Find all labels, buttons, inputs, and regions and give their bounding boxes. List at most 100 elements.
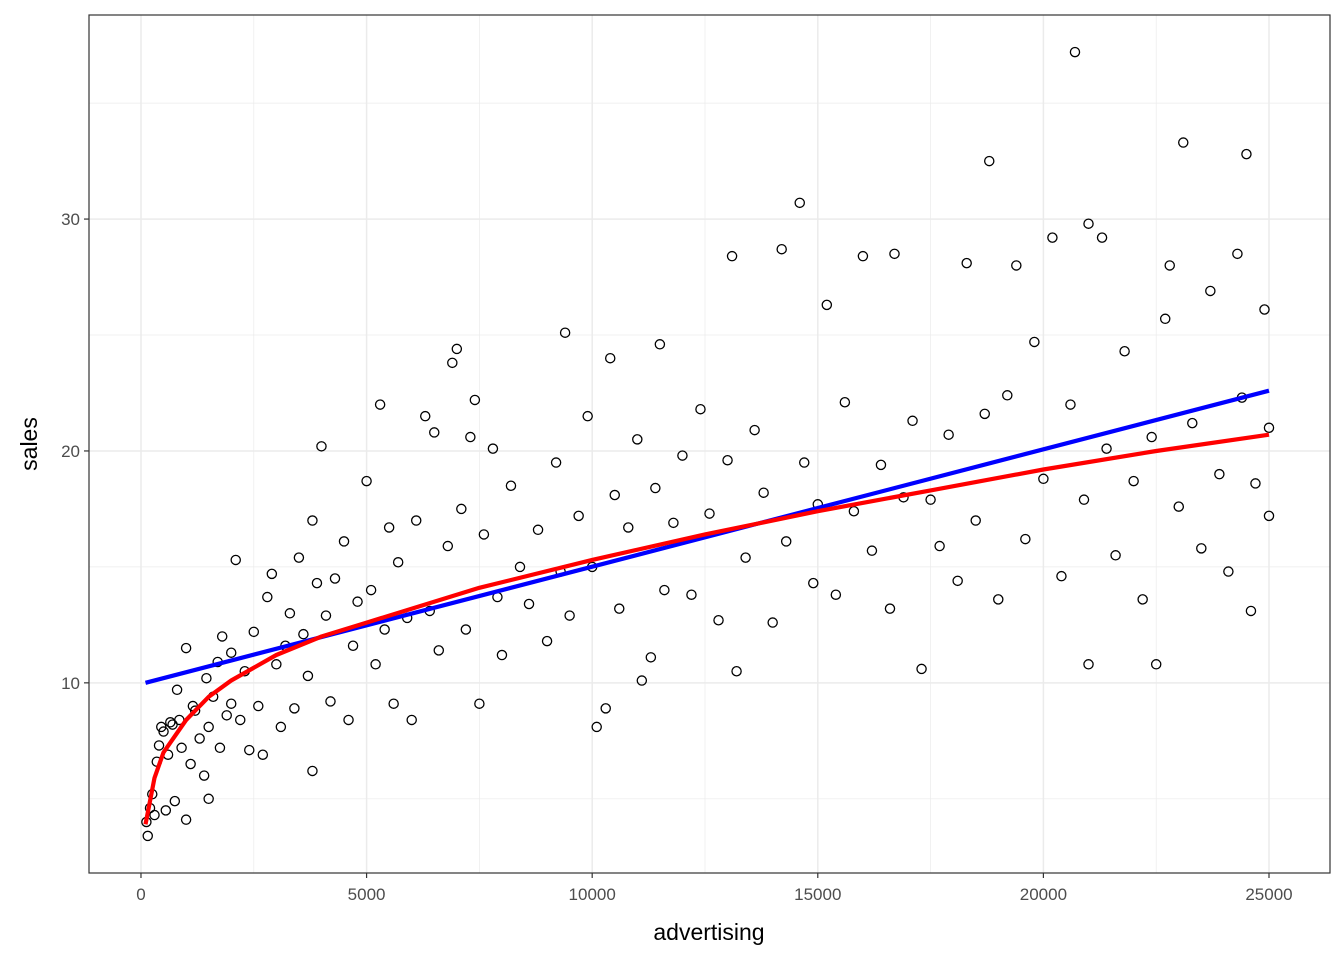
data-point [952,575,963,587]
data-point [541,635,553,647]
y-tick-label: 30 [61,210,80,229]
data-point [925,494,936,505]
data-point [1146,431,1157,443]
data-point [383,522,395,533]
x-tick-label: 20000 [1020,885,1067,904]
data-point [271,659,282,670]
data-point [1223,566,1234,577]
data-point [1164,260,1175,271]
data-point [234,714,246,726]
log-fit-line [143,432,1270,825]
data-point [307,515,318,526]
data-point [979,408,990,420]
x-tick-label: 0 [136,885,145,904]
data-point [487,443,499,454]
data-point [176,742,187,754]
data-point [758,487,769,498]
data-point [216,631,228,642]
data-point [532,524,544,536]
data-point [289,703,300,714]
data-point [1078,494,1090,505]
data-point [456,503,467,515]
data-point [343,714,354,726]
data-point [198,770,210,781]
data-point [726,250,738,262]
data-point [370,659,381,670]
data-point [167,719,178,730]
data-point [284,608,296,619]
data-point [275,721,287,733]
data-point [600,703,611,714]
data-point [203,721,214,733]
data-point [447,357,458,369]
panel-border [88,14,1331,874]
data-point [749,424,760,436]
data-point [1029,336,1040,348]
data-point [740,552,751,563]
x-tick-label: 15000 [794,885,841,904]
data-point [1096,232,1108,243]
data-point [704,508,715,519]
grid [89,15,1330,873]
data-point [365,584,377,596]
data-point [993,594,1004,605]
fit-lines [143,388,1270,825]
data-point [645,652,657,663]
data-point [293,552,305,563]
data-point [1002,390,1013,401]
data-point [352,596,363,607]
data-point [253,700,264,712]
x-tick-label: 5000 [348,885,386,904]
data-point [225,698,237,709]
data-point [623,522,634,533]
data-point [1083,659,1094,670]
data-point [298,628,309,640]
data-point [961,257,972,269]
x-tick-label: 25000 [1245,885,1292,904]
data-point [329,573,341,584]
points [141,46,1275,842]
data-point [248,626,260,638]
data-point [591,721,602,733]
data-point [654,339,666,350]
data-point [465,431,476,443]
data-point [302,670,314,682]
data-point [171,684,183,696]
data-point [325,696,336,707]
data-point [1150,659,1162,670]
data-point [1119,345,1130,357]
data-point [230,554,241,566]
data-point [857,250,869,262]
data-point [1056,570,1067,582]
data-point [776,243,787,255]
data-point [1173,501,1185,512]
data-point [244,744,255,756]
data-point [388,698,399,709]
data-point [1241,148,1252,160]
data-point [406,714,417,726]
data-point [713,614,724,626]
data-point [307,765,318,777]
data-point [550,457,562,468]
data-point [316,441,327,452]
data-point [185,758,196,770]
data-point [1128,475,1139,487]
data-point [799,457,810,468]
data-point [1047,232,1058,243]
data-point [1232,248,1243,260]
data-point [821,299,833,311]
data-point [180,814,192,825]
data-point [1083,218,1094,229]
data-point [943,429,954,440]
data-point [523,598,535,610]
data-point [848,505,860,517]
data-point [320,610,332,621]
data-point [221,710,232,721]
data-point [474,698,485,709]
data-point [582,410,593,422]
data-point [1250,478,1261,489]
data-point [830,589,842,600]
data-point [419,410,431,422]
data-point [1196,543,1207,554]
